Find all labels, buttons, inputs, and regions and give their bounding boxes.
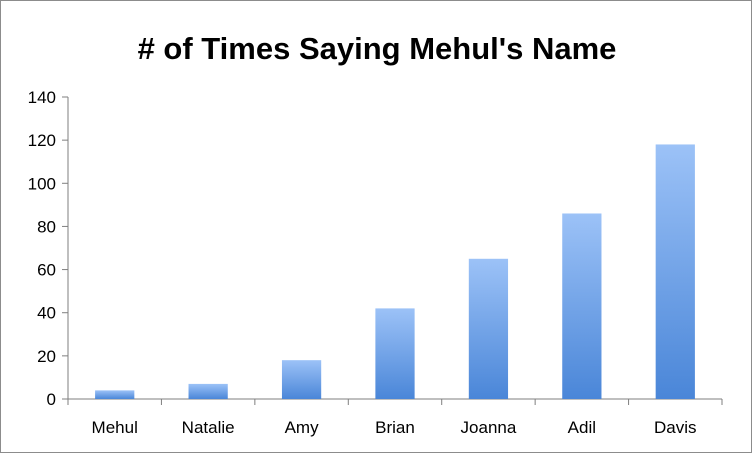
x-axis: Mehul Natalie Amy Brian Joanna Adil Davis bbox=[67, 398, 723, 437]
bars bbox=[95, 144, 695, 399]
y-tick-label: 140 bbox=[28, 88, 56, 107]
bar-natalie bbox=[188, 383, 228, 399]
y-tick-label: 60 bbox=[37, 261, 56, 280]
bar-adil bbox=[562, 213, 602, 399]
bar-brian bbox=[375, 308, 415, 399]
x-tick-label: Joanna bbox=[461, 418, 517, 437]
bar-joanna bbox=[468, 258, 509, 399]
x-tick-label: Amy bbox=[285, 418, 320, 437]
bar-amy bbox=[281, 360, 322, 399]
x-tick-label: Natalie bbox=[182, 418, 235, 437]
y-tick-label: 40 bbox=[37, 304, 56, 323]
y-axis: 0 20 40 60 80 100 120 140 bbox=[28, 88, 69, 409]
x-tick-label: Brian bbox=[375, 418, 415, 437]
x-tick-label: Mehul bbox=[92, 418, 138, 437]
bar-davis bbox=[655, 144, 695, 399]
y-tick-label: 80 bbox=[37, 217, 56, 236]
chart-title: # of Times Saying Mehul's Name bbox=[137, 31, 617, 66]
y-tick-label: 20 bbox=[37, 347, 56, 366]
x-tick-label: Adil bbox=[568, 418, 596, 437]
y-tick-label: 120 bbox=[28, 131, 56, 150]
y-tick-label: 100 bbox=[28, 174, 56, 193]
x-tick-label: Davis bbox=[654, 418, 697, 437]
bar-mehul bbox=[95, 390, 135, 399]
y-tick-label: 0 bbox=[47, 390, 56, 409]
